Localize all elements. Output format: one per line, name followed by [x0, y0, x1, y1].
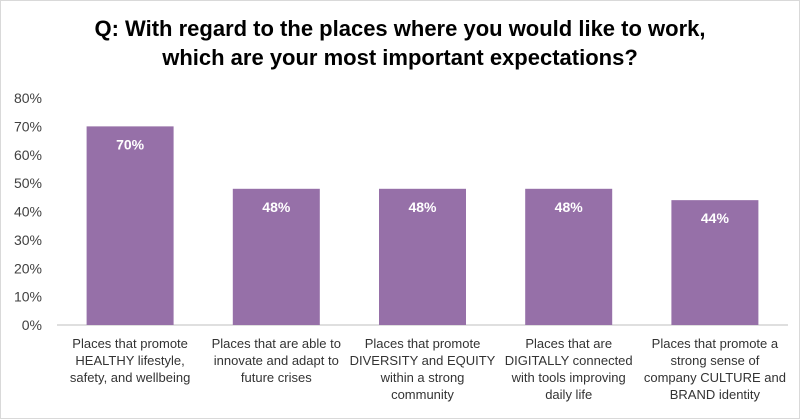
x-category-label: DIGITALLY connected	[505, 353, 633, 368]
y-tick-label: 70%	[14, 118, 42, 134]
y-tick-label: 0%	[22, 317, 42, 333]
bar	[525, 188, 613, 325]
x-category-label: safety, and wellbeing	[70, 370, 190, 385]
y-tick-label: 10%	[14, 289, 42, 305]
x-category-label: BRAND identity	[670, 387, 761, 402]
x-category-label: Places that promote	[365, 336, 481, 351]
bar-value-label: 70%	[116, 136, 145, 152]
y-tick-label: 30%	[14, 232, 42, 248]
bar	[379, 188, 466, 325]
y-tick-label: 20%	[14, 260, 42, 276]
bar-value-label: 48%	[555, 199, 584, 215]
x-category-label: strong sense of	[670, 353, 759, 368]
x-category-label: with tools improving	[511, 370, 626, 385]
y-tick-label: 80%	[14, 90, 42, 106]
x-category-label: DIVERSITY and EQUITY	[350, 353, 496, 368]
bar-value-label: 48%	[408, 199, 437, 215]
bar-value-label: 48%	[262, 199, 291, 215]
x-category-label: innovate and adapt to	[214, 353, 339, 368]
x-category-label: within a strong	[380, 370, 465, 385]
bar	[232, 188, 320, 325]
x-category-label: community	[391, 387, 454, 402]
y-tick-label: 60%	[14, 147, 42, 163]
chart-title-line-2: which are your most important expectatio…	[162, 45, 638, 70]
x-category-label: company CULTURE and	[644, 370, 786, 385]
bar	[671, 200, 759, 325]
chart-title-line-1: Q: With regard to the places where you w…	[94, 16, 706, 41]
x-category-label: future crises	[241, 370, 312, 385]
chart-title: Q: With regard to the places where you w…	[0, 14, 800, 72]
x-category-label: Places that are able to	[212, 336, 341, 351]
bar	[86, 126, 174, 325]
x-category-label: Places that are	[525, 336, 612, 351]
y-tick-label: 50%	[14, 175, 42, 191]
x-category-label: daily life	[545, 387, 592, 402]
x-category-label: Places that promote	[72, 336, 188, 351]
x-category-label: HEALTHY lifestyle,	[75, 353, 184, 368]
y-tick-label: 40%	[14, 204, 42, 220]
x-category-label: Places that promote a	[652, 336, 779, 351]
bar-value-label: 44%	[701, 210, 730, 226]
